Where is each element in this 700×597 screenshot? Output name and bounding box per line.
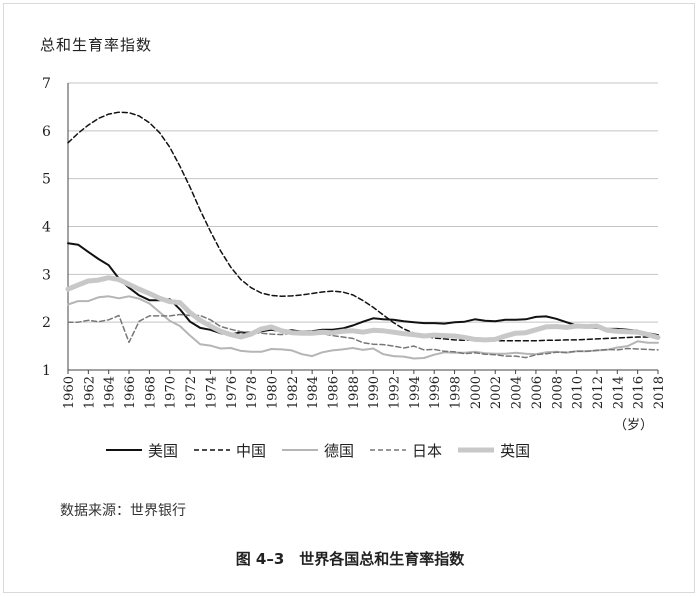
series-line-1 bbox=[67, 242, 659, 337]
series-line-3 bbox=[67, 295, 659, 360]
legend-swatch bbox=[106, 449, 142, 451]
x-tick-label: 1968 bbox=[143, 376, 158, 409]
legend-label: 日本 bbox=[412, 441, 443, 460]
x-tick-label: 1972 bbox=[184, 376, 199, 409]
legend-swatch bbox=[458, 447, 495, 453]
series-line-5 bbox=[65, 275, 661, 343]
series-line-4 bbox=[67, 313, 659, 359]
legend-swatch bbox=[282, 449, 319, 451]
legend-item: 美国 bbox=[104, 440, 178, 461]
x-tick-label: 2014 bbox=[611, 376, 626, 409]
y-axis-title: 总和生育率指数 bbox=[40, 36, 153, 54]
figure-frame bbox=[3, 3, 695, 593]
x-tick-label: 2002 bbox=[489, 376, 504, 409]
legend-swatch bbox=[370, 449, 407, 451]
legend-item: 德国 bbox=[280, 440, 354, 461]
legend-item: 日本 bbox=[368, 440, 442, 461]
x-tick-label: 2008 bbox=[550, 376, 565, 409]
y-tick-label: 6 bbox=[42, 124, 51, 140]
data-source: 数据来源：世界银行 bbox=[60, 503, 186, 519]
x-tick-label: 1998 bbox=[449, 376, 464, 409]
x-tick-label: 1990 bbox=[367, 376, 382, 409]
legend-item: 中国 bbox=[192, 440, 266, 461]
x-tick-label: 2004 bbox=[510, 376, 525, 409]
legend-label: 德国 bbox=[324, 441, 355, 460]
x-tick-label: 1984 bbox=[306, 376, 321, 409]
x-tick-label: 2012 bbox=[591, 376, 606, 409]
figure-caption: 图 4–3 世界各国总和生育率指数 bbox=[235, 550, 465, 568]
y-tick-label: 1 bbox=[42, 363, 51, 379]
chart-legend: 美国 中国 德国 日本 英国 bbox=[104, 438, 544, 462]
x-tick-label: 1966 bbox=[123, 376, 138, 409]
legend-swatch bbox=[194, 449, 231, 451]
x-tick-label: 1976 bbox=[225, 376, 240, 409]
x-tick-label: 1974 bbox=[204, 376, 219, 409]
x-tick-label: 2006 bbox=[530, 376, 545, 409]
x-tick-label: 2010 bbox=[571, 376, 586, 409]
x-tick-label: 2000 bbox=[469, 376, 484, 409]
y-tick-label: 2 bbox=[42, 315, 51, 331]
y-tick-label: 5 bbox=[42, 172, 51, 188]
x-tick-label: 1982 bbox=[286, 376, 301, 409]
x-axis-unit: （岁） bbox=[614, 418, 654, 433]
x-tick-label: 1960 bbox=[62, 376, 77, 409]
series-line-2 bbox=[67, 111, 659, 342]
line-chart: 1 2 3 4 5 6 7 1960 1962 1964 1966 1968 1970 1972 1974 1… bbox=[42, 76, 667, 409]
x-tick-label: 1988 bbox=[347, 376, 362, 409]
y-tick-label: 3 bbox=[42, 267, 51, 283]
x-tick-label: 1970 bbox=[164, 376, 179, 409]
x-tick-label: 1992 bbox=[388, 376, 403, 409]
x-tick-label: 1996 bbox=[428, 376, 443, 409]
x-tick-label: 1994 bbox=[408, 376, 423, 409]
x-tick-label: 1964 bbox=[103, 376, 118, 409]
x-tick-label: 1978 bbox=[245, 376, 260, 409]
x-tick-label: 1986 bbox=[326, 376, 341, 409]
legend-label: 美国 bbox=[148, 441, 179, 460]
x-tick-label: 1962 bbox=[82, 376, 97, 409]
x-tick-label: 2016 bbox=[632, 376, 647, 409]
y-tick-label: 4 bbox=[42, 220, 51, 236]
y-tick-label: 7 bbox=[42, 76, 51, 92]
x-tick-label: 2018 bbox=[652, 376, 667, 409]
legend-label: 英国 bbox=[500, 441, 531, 460]
x-tick-label: 1980 bbox=[265, 376, 280, 409]
legend-label: 中国 bbox=[236, 441, 267, 460]
legend-item: 英国 bbox=[456, 440, 530, 461]
